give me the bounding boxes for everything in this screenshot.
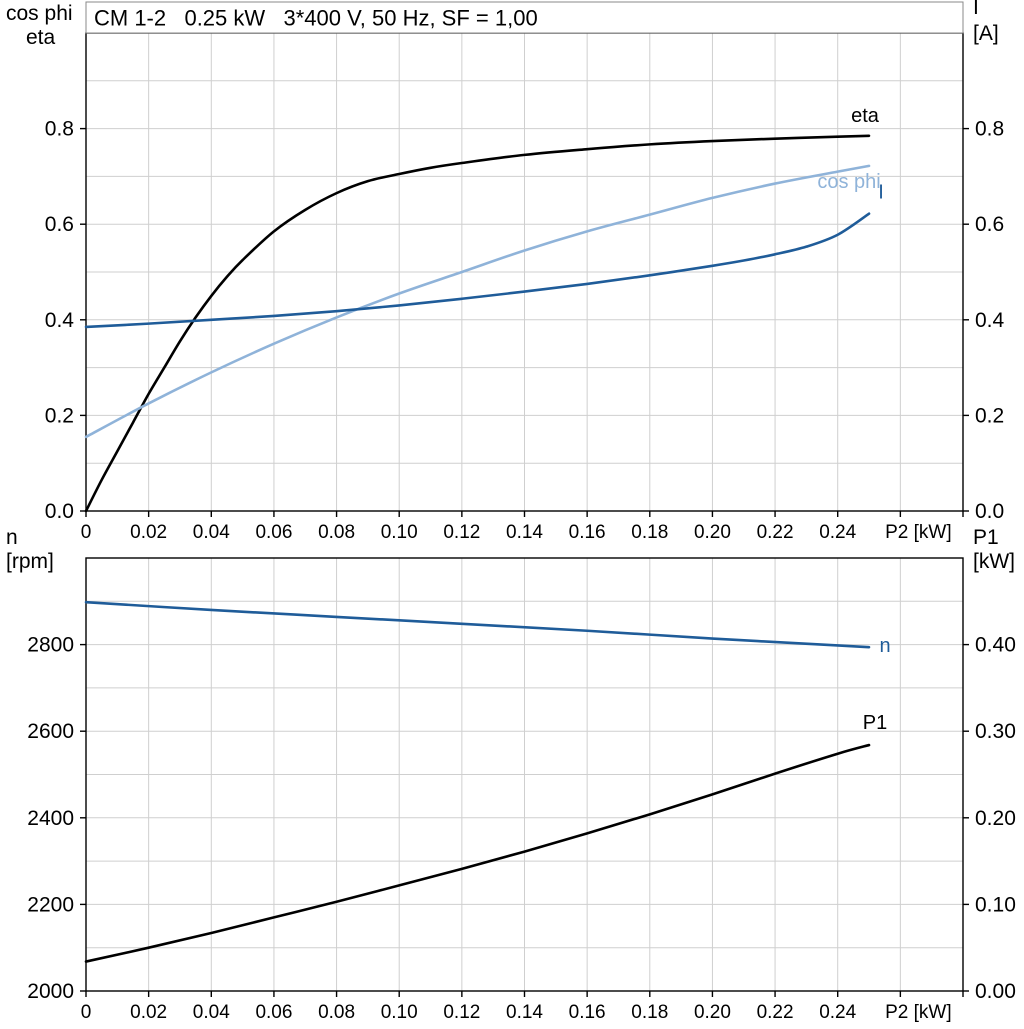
svg-text:0.10: 0.10 — [975, 893, 1016, 916]
svg-text:0.00: 0.00 — [975, 980, 1016, 1003]
svg-text:2600: 2600 — [27, 720, 74, 743]
svg-text:0.06: 0.06 — [255, 1002, 292, 1023]
svg-text:2000: 2000 — [27, 980, 74, 1003]
svg-text:0.20: 0.20 — [975, 807, 1016, 830]
svg-text:[kW]: [kW] — [973, 550, 1015, 573]
svg-text:0.16: 0.16 — [569, 522, 606, 543]
svg-text:eta: eta — [26, 26, 56, 49]
svg-text:0.10: 0.10 — [381, 1002, 418, 1023]
svg-text:I: I — [973, 0, 979, 19]
svg-text:0.30: 0.30 — [975, 720, 1016, 743]
svg-text:CM 1-2 0.25 kW 3*400 V, 50: CM 1-2 0.25 kW 3*400 V, 50 Hz, SF = 1,00 — [94, 6, 538, 31]
svg-text:n: n — [6, 526, 18, 549]
svg-text:0.2: 0.2 — [975, 404, 1004, 427]
svg-text:[rpm]: [rpm] — [6, 550, 54, 573]
svg-text:0.18: 0.18 — [631, 522, 668, 543]
svg-text:0.40: 0.40 — [975, 634, 1016, 657]
svg-text:P1: P1 — [863, 712, 887, 734]
svg-text:cos phi: cos phi — [6, 2, 73, 25]
svg-text:0.0: 0.0 — [975, 500, 1004, 523]
svg-text:0.20: 0.20 — [694, 1002, 731, 1023]
svg-text:[A]: [A] — [973, 22, 999, 45]
svg-text:cos phi: cos phi — [817, 171, 880, 193]
svg-text:2200: 2200 — [27, 893, 74, 916]
svg-text:0.10: 0.10 — [381, 522, 418, 543]
svg-text:0.12: 0.12 — [443, 1002, 480, 1023]
svg-text:0.4: 0.4 — [975, 309, 1005, 332]
svg-text:0.14: 0.14 — [506, 1002, 543, 1023]
svg-text:0.8: 0.8 — [45, 118, 74, 141]
svg-text:0.08: 0.08 — [318, 522, 355, 543]
svg-text:0.16: 0.16 — [569, 1002, 606, 1023]
svg-text:0.02: 0.02 — [130, 1002, 167, 1023]
svg-text:0: 0 — [81, 1002, 92, 1023]
svg-text:0.2: 0.2 — [45, 404, 74, 427]
svg-text:P2 [kW]: P2 [kW] — [885, 1002, 952, 1023]
svg-text:0.18: 0.18 — [631, 1002, 668, 1023]
svg-text:0.14: 0.14 — [506, 522, 543, 543]
svg-text:0: 0 — [81, 522, 92, 543]
svg-text:n: n — [879, 635, 890, 657]
svg-text:0.6: 0.6 — [975, 213, 1004, 236]
svg-text:0.8: 0.8 — [975, 118, 1004, 141]
svg-text:0.6: 0.6 — [45, 213, 74, 236]
svg-text:0.06: 0.06 — [255, 522, 292, 543]
svg-text:0.22: 0.22 — [757, 1002, 794, 1023]
svg-text:0.0: 0.0 — [45, 500, 74, 523]
svg-text:P1: P1 — [973, 526, 999, 549]
svg-text:0.08: 0.08 — [318, 1002, 355, 1023]
svg-text:0.12: 0.12 — [443, 522, 480, 543]
svg-text:0.04: 0.04 — [193, 522, 230, 543]
svg-text:P2 [kW]: P2 [kW] — [885, 522, 952, 543]
svg-text:2800: 2800 — [27, 634, 74, 657]
svg-text:0.24: 0.24 — [819, 1002, 856, 1023]
svg-text:0.22: 0.22 — [757, 522, 794, 543]
svg-text:0.24: 0.24 — [819, 522, 856, 543]
svg-text:0.4: 0.4 — [45, 309, 75, 332]
svg-text:0.20: 0.20 — [694, 522, 731, 543]
svg-text:2400: 2400 — [27, 807, 74, 830]
svg-text:0.02: 0.02 — [130, 522, 167, 543]
svg-text:0.04: 0.04 — [193, 1002, 230, 1023]
svg-text:eta: eta — [851, 105, 880, 127]
svg-text:I: I — [878, 182, 884, 204]
